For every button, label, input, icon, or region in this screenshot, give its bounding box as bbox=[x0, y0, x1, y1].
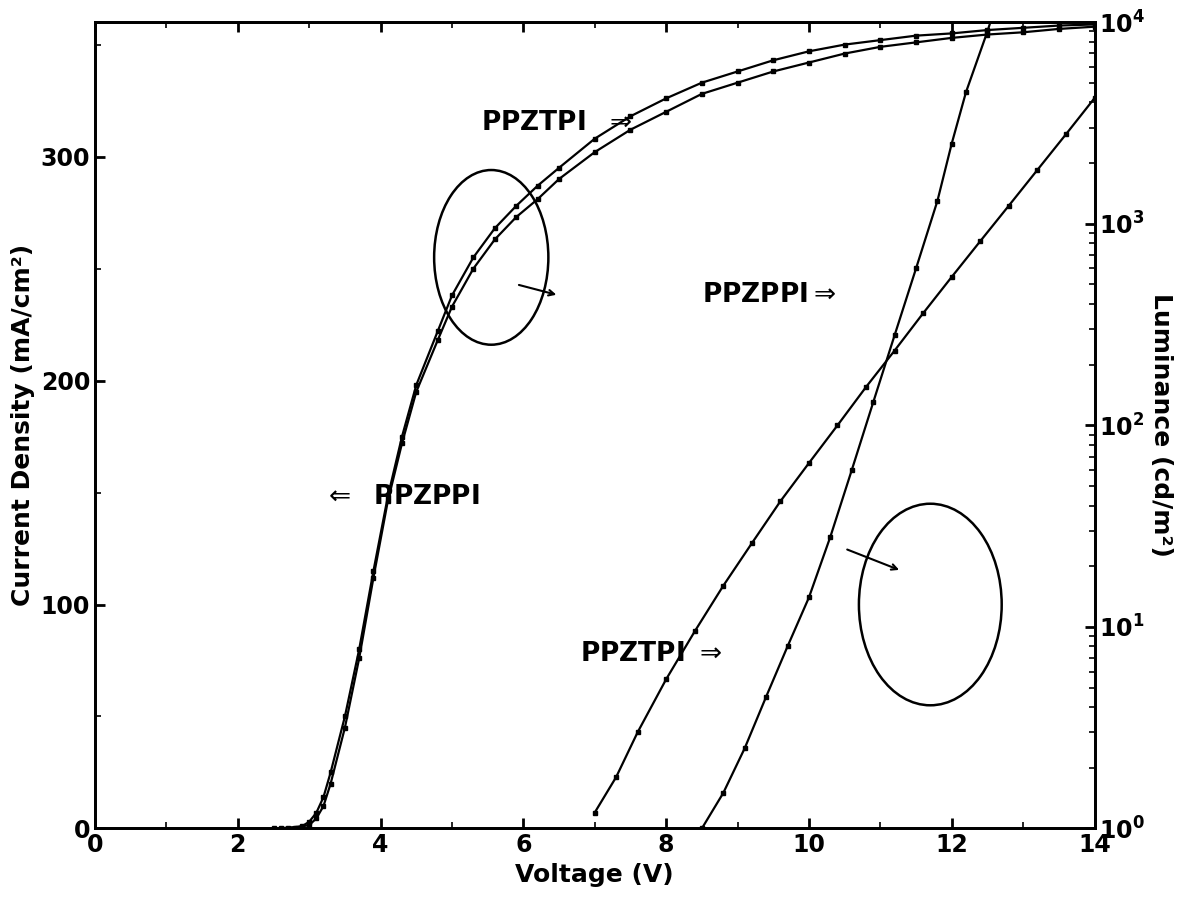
Y-axis label: Current Density (mA/cm²): Current Density (mA/cm²) bbox=[11, 244, 36, 606]
Text: PPZPPI$\Rightarrow$: PPZPPI$\Rightarrow$ bbox=[702, 283, 836, 308]
Text: PPZTPI $\Rightarrow$: PPZTPI $\Rightarrow$ bbox=[580, 641, 722, 667]
Y-axis label: Luminance (cd/m²): Luminance (cd/m²) bbox=[1148, 294, 1173, 558]
X-axis label: Voltage (V): Voltage (V) bbox=[515, 863, 674, 887]
Text: $\Leftarrow$  PPZPPI: $\Leftarrow$ PPZPPI bbox=[323, 484, 480, 510]
Text: PPZTPI  $\Rightarrow$: PPZTPI $\Rightarrow$ bbox=[481, 110, 632, 136]
